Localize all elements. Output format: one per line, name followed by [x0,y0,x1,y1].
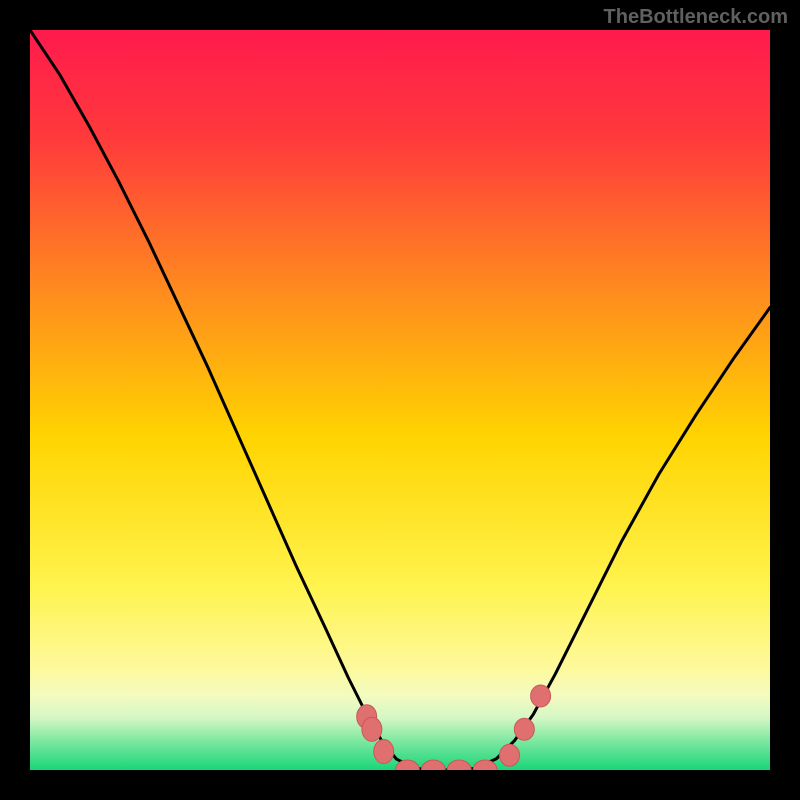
curve-marker [362,717,382,741]
curve-marker [514,718,534,740]
chart-container: TheBottleneck.com [0,0,800,800]
plot-area [30,30,770,770]
gradient-background [30,30,770,770]
watermark-text: TheBottleneck.com [604,6,788,29]
curve-marker [531,685,551,707]
plot-svg [30,30,770,770]
curve-marker [374,740,394,764]
curve-marker [500,744,520,766]
